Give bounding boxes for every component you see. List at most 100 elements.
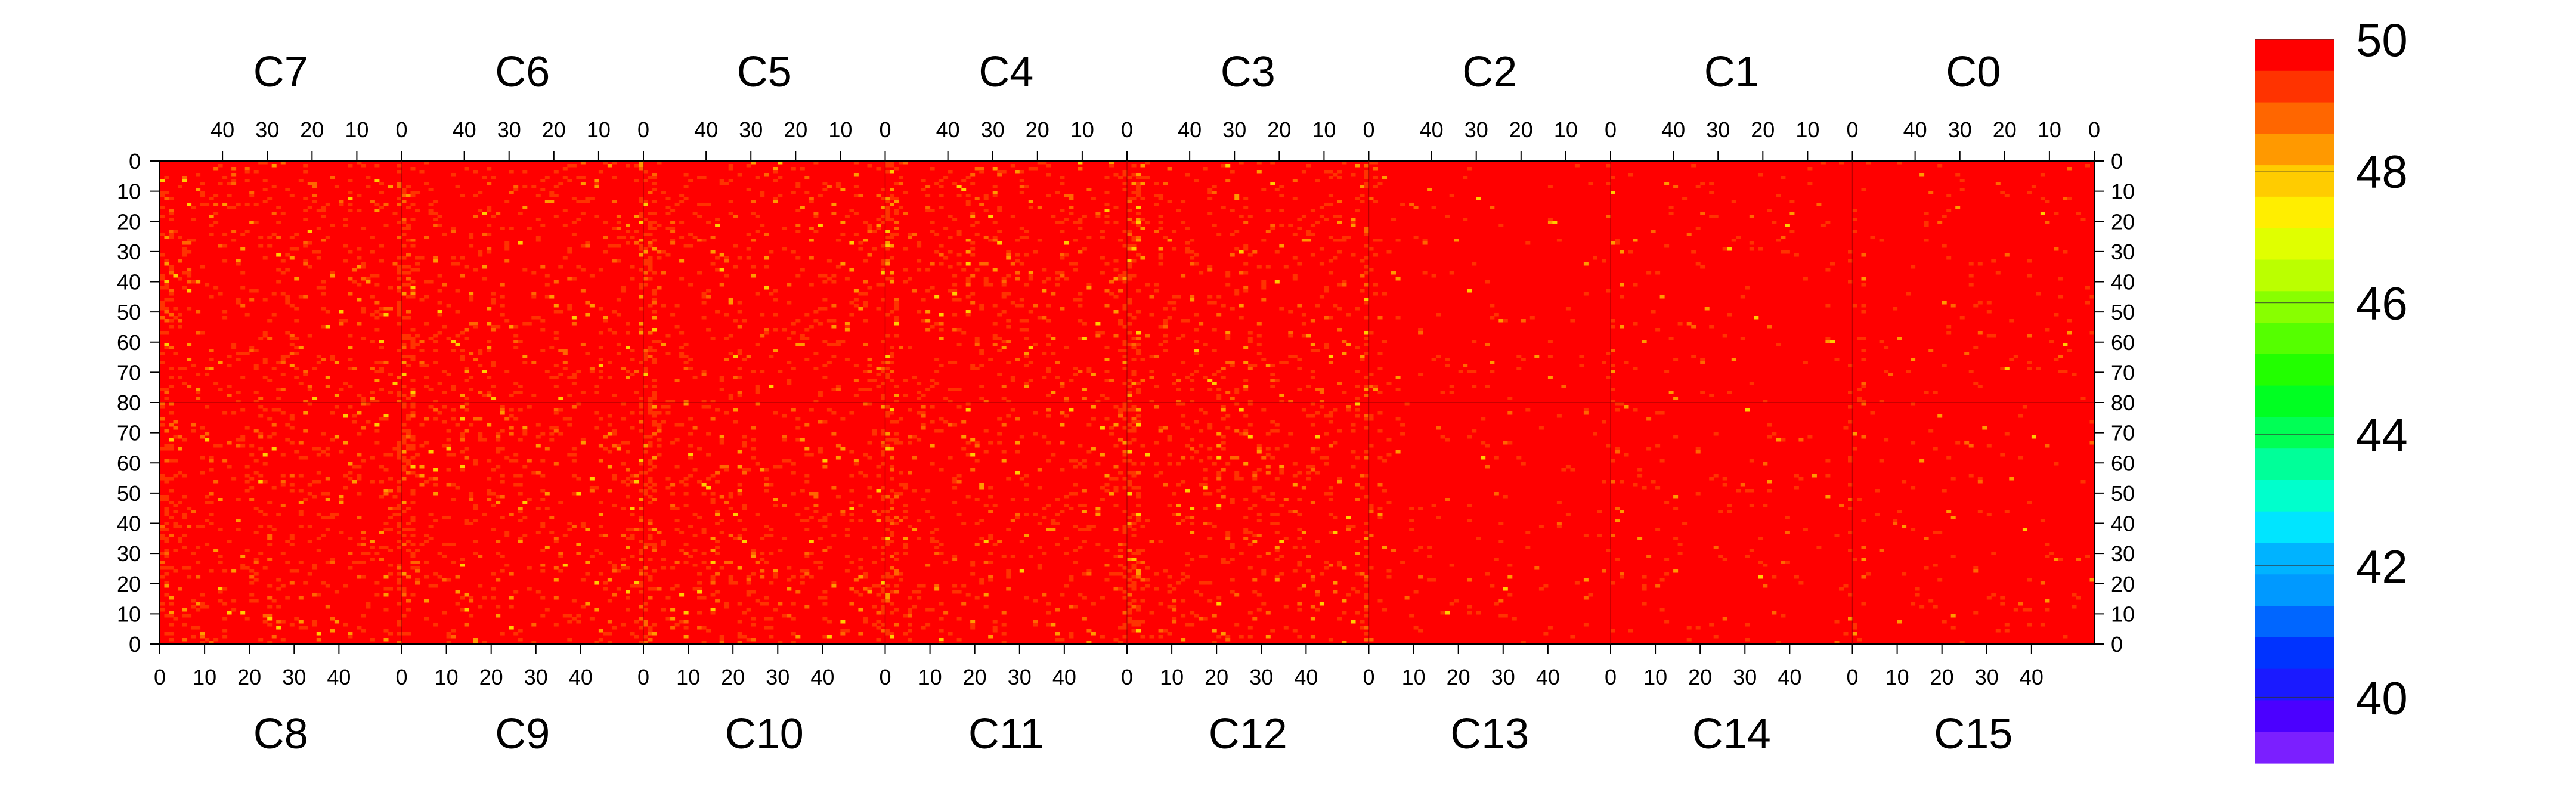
heatmap-cell xyxy=(1033,513,1038,516)
heatmap-cell xyxy=(1078,298,1083,302)
heatmap-cell xyxy=(881,546,886,549)
heatmap-cell xyxy=(1136,569,1141,573)
heatmap-cell xyxy=(1051,215,1056,218)
heatmap-cell xyxy=(983,236,989,239)
heatmap-cell xyxy=(1060,209,1065,212)
heatmap-cell xyxy=(992,543,998,546)
heatmap-cell xyxy=(1122,277,1128,281)
heatmap-cell xyxy=(885,218,890,221)
heatmap-cell xyxy=(164,346,169,349)
heatmap-cell xyxy=(236,519,241,522)
heatmap-cell xyxy=(648,212,653,215)
heatmap-cell xyxy=(410,456,416,460)
heatmap-cell xyxy=(612,564,617,567)
heatmap-cell xyxy=(289,474,295,478)
heatmap-cell xyxy=(383,608,389,612)
heatmap-cell xyxy=(719,638,724,642)
heatmap-cell xyxy=(294,233,299,236)
heatmap-cell xyxy=(719,283,724,287)
heatmap-cell xyxy=(648,626,653,630)
heatmap-cell xyxy=(553,411,559,415)
heatmap-cell xyxy=(433,417,438,421)
heatmap-cell xyxy=(853,590,859,594)
heatmap-cell xyxy=(652,301,657,305)
heatmap-cell xyxy=(549,438,555,442)
heatmap-cell xyxy=(1078,161,1083,165)
heatmap-cell xyxy=(849,411,854,415)
heatmap-cell xyxy=(1288,224,1293,227)
heatmap-cell xyxy=(504,242,510,245)
heatmap-cell xyxy=(1037,316,1042,320)
heatmap-cell xyxy=(1104,483,1110,487)
heatmap-cell xyxy=(330,516,335,519)
heatmap-cell xyxy=(1131,316,1137,320)
heatmap-cell xyxy=(1069,379,1074,382)
heatmap-cell xyxy=(1230,170,1235,174)
heatmap-cell xyxy=(1351,423,1356,427)
heatmap-cell xyxy=(205,605,210,609)
heatmap-cell xyxy=(1131,474,1137,478)
heatmap-cell xyxy=(513,453,519,457)
heatmap-cell xyxy=(1082,337,1087,340)
heatmap-cell xyxy=(262,334,268,338)
heatmap-cell xyxy=(670,507,676,510)
heatmap-cell xyxy=(1127,441,1132,445)
heatmap-cell xyxy=(298,382,304,385)
heatmap-cell xyxy=(934,528,940,531)
heatmap-cell xyxy=(652,310,657,314)
heatmap-cell xyxy=(1100,256,1105,260)
heatmap-cell xyxy=(343,486,348,490)
heatmap-cell xyxy=(196,373,201,376)
heatmap-cell xyxy=(1149,295,1154,299)
heatmap-cell xyxy=(1351,450,1356,454)
heatmap-cell xyxy=(652,316,657,320)
heatmap-cell xyxy=(1315,179,1320,182)
heatmap-cell xyxy=(222,617,228,621)
heatmap-cell xyxy=(988,635,993,639)
heatmap-cell xyxy=(853,194,859,197)
heatmap-cell xyxy=(1064,400,1069,403)
heatmap-cell xyxy=(930,462,935,466)
heatmap-cell xyxy=(764,483,769,487)
heatmap-cell xyxy=(401,191,407,194)
heatmap-cell xyxy=(724,358,729,361)
heatmap-cell xyxy=(280,411,286,415)
heatmap-cell xyxy=(415,549,420,552)
heatmap-cell xyxy=(1006,325,1011,329)
heatmap-cell xyxy=(988,358,993,361)
heatmap-cell xyxy=(670,239,676,242)
heatmap-cell xyxy=(639,549,644,552)
heatmap-cell xyxy=(688,233,693,236)
heatmap-cell xyxy=(652,379,657,382)
heatmap-cell xyxy=(1297,471,1302,475)
heatmap-cell xyxy=(890,355,894,358)
heatmap-cell xyxy=(1190,262,1195,266)
heatmap-cell xyxy=(800,575,805,579)
heatmap-cell xyxy=(312,566,317,570)
heatmap-cell xyxy=(1216,489,1222,493)
heatmap-cell xyxy=(1010,379,1015,382)
heatmap-cell xyxy=(1297,602,1302,606)
heatmap-cell xyxy=(231,182,237,185)
heatmap-cell xyxy=(1082,247,1087,251)
heatmap-cell xyxy=(755,388,760,391)
heatmap-cell xyxy=(1082,459,1087,463)
heatmap-cell xyxy=(182,534,187,537)
heatmap-cell xyxy=(253,572,259,576)
heatmap-cell xyxy=(809,540,814,543)
heatmap-cell xyxy=(571,474,577,478)
heatmap-cell xyxy=(773,313,778,317)
heatmap-cell xyxy=(491,587,496,591)
heatmap-cell xyxy=(612,504,617,507)
heatmap-cell xyxy=(262,358,268,361)
heatmap-cell xyxy=(1364,298,1369,302)
heatmap-cell xyxy=(280,504,286,507)
heatmap-cell xyxy=(639,584,644,588)
heatmap-cell xyxy=(1001,397,1007,400)
heatmap-cell xyxy=(1212,525,1217,528)
heatmap-cell xyxy=(267,641,273,645)
heatmap-cell xyxy=(822,280,828,284)
heatmap-cell xyxy=(616,259,621,263)
heatmap-cell xyxy=(643,358,648,361)
heatmap-cell xyxy=(903,552,908,555)
